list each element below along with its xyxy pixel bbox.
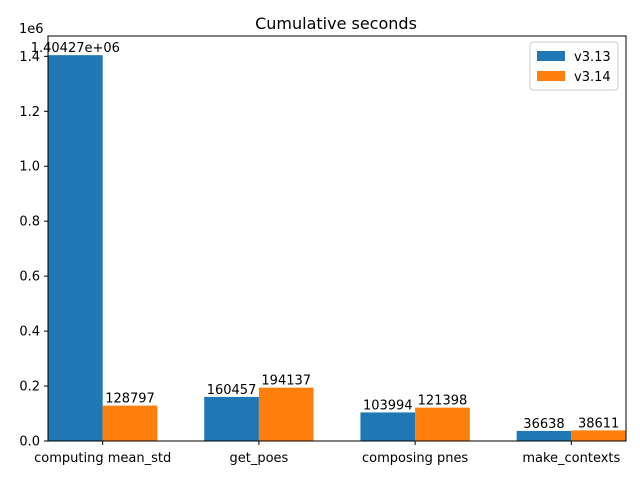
bar-value-label: 1.40427e+06 xyxy=(31,41,120,56)
bar-value-label: 121398 xyxy=(418,394,468,409)
legend-swatch xyxy=(537,71,565,81)
y-tick-label: 0.4 xyxy=(19,325,40,340)
bar-v3.13-computing mean_std xyxy=(48,55,103,442)
chart-title: Cumulative seconds xyxy=(255,14,417,33)
bar-v3.13-composing pnes xyxy=(360,412,416,441)
y-offset-label: 1e6 xyxy=(19,22,44,37)
bars-group xyxy=(48,55,626,442)
x-tick-label: make_contexts xyxy=(522,451,620,466)
bar-value-label: 103994 xyxy=(363,398,413,413)
legend-swatch xyxy=(537,51,565,61)
bar-v3.13-make_contexts xyxy=(516,430,572,441)
bar-v3.14-make_contexts xyxy=(571,430,626,441)
y-tick-label: 0.6 xyxy=(19,270,40,285)
bar-v3.14-composing pnes xyxy=(415,407,470,441)
bar-value-label: 194137 xyxy=(261,374,311,389)
y-tick-label: 1.2 xyxy=(19,105,40,120)
bar-value-label: 160457 xyxy=(207,383,257,398)
bar-labels-group: 1.40427e+06 160457 103994 36638 128797 194137… xyxy=(31,41,620,432)
legend: v3.13 v3.14 xyxy=(529,41,619,91)
bar-v3.14-get_poes xyxy=(258,387,314,441)
x-tick-label: get_poes xyxy=(229,451,288,466)
axes-group: 0.0 0.2 0.4 0.6 0.8 1.0 1.2 1.4 computing mean_s… xyxy=(19,35,627,466)
y-tick-label: 0.8 xyxy=(19,215,40,230)
bar-value-label: 36638 xyxy=(523,417,564,432)
bar-v3.13-get_poes xyxy=(204,396,259,441)
y-tick-label: 1.0 xyxy=(19,160,40,175)
bar-value-label: 38611 xyxy=(578,416,619,431)
x-tick-label: composing pnes xyxy=(362,451,468,466)
axes-frame xyxy=(47,35,627,442)
bar-value-label: 128797 xyxy=(105,392,155,407)
bar-v3.14-computing mean_std xyxy=(102,405,158,441)
legend-label: v3.13 xyxy=(574,50,611,65)
y-tick-label: 0.2 xyxy=(19,380,40,395)
legend-label: v3.14 xyxy=(574,70,611,85)
x-tick-label: computing mean_std xyxy=(34,451,171,466)
y-tick-label: 0.0 xyxy=(19,435,40,450)
y-tick-label: 1.4 xyxy=(19,50,40,65)
